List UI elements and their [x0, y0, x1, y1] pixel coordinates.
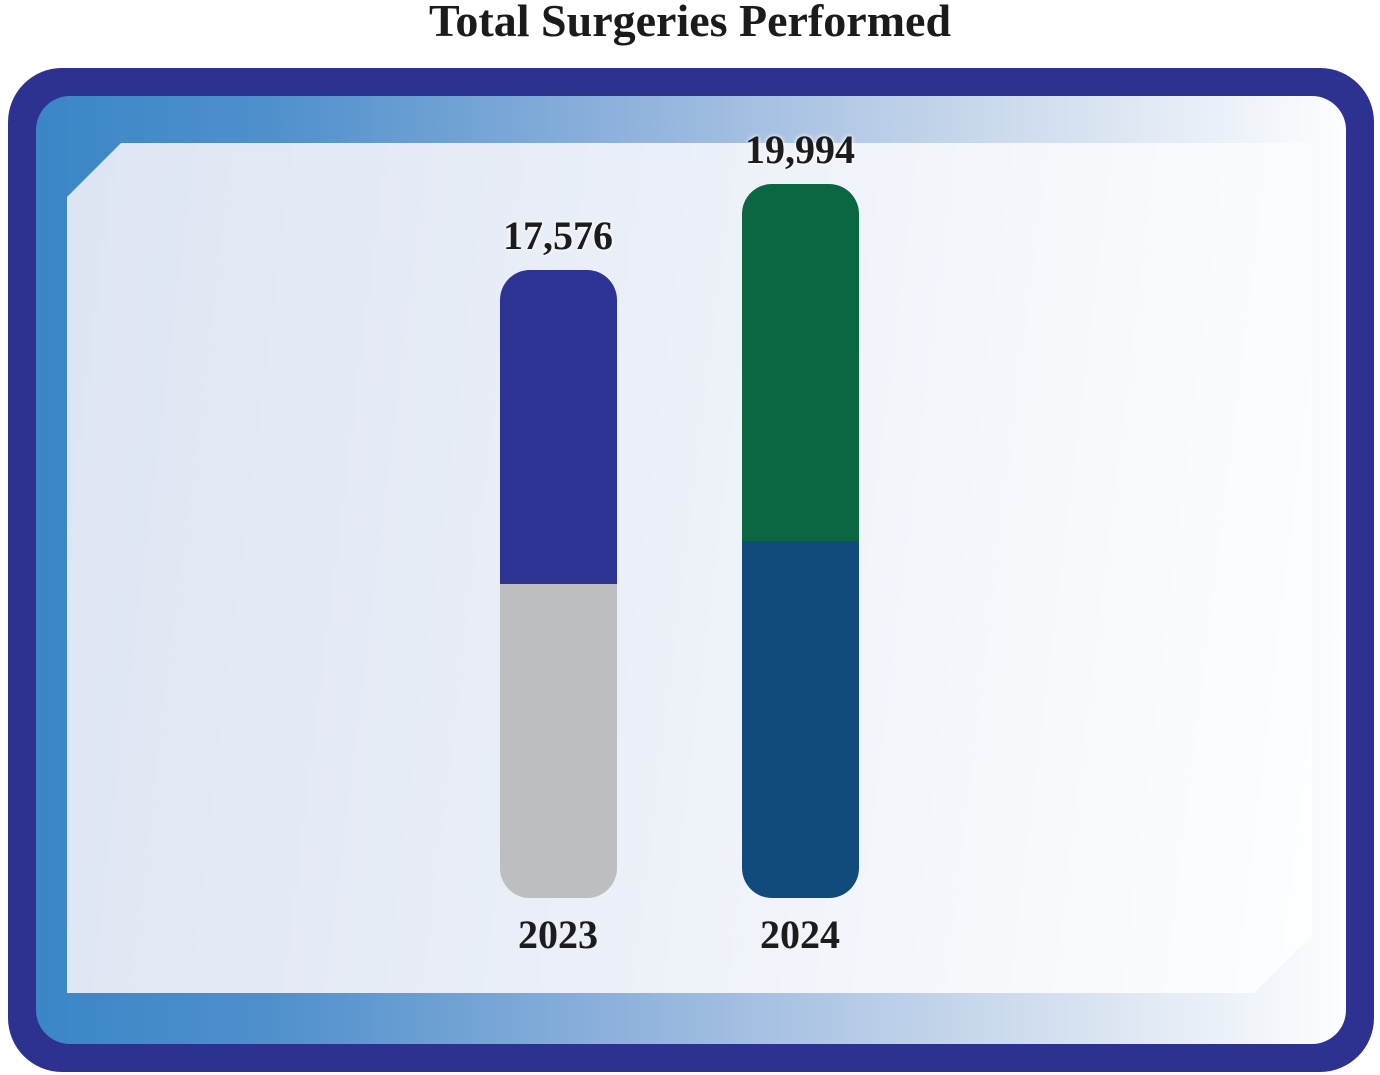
value-label-2024: 19,994: [745, 127, 855, 172]
value-label-2023: 17,576: [503, 213, 613, 258]
chart-title: Total Surgeries Performed: [428, 0, 952, 46]
bar-2024-bottom-segment: [742, 541, 859, 898]
year-label-2024: 2024: [760, 912, 840, 957]
bar-2023-bottom-segment: [500, 584, 617, 898]
bar-2024: [742, 184, 859, 898]
bar-2023-top-segment: [500, 270, 617, 584]
bar-2023: [500, 270, 617, 898]
year-label-2023: 2023: [518, 912, 598, 957]
bar-2024-top-segment: [742, 184, 859, 541]
chart-frame: [8, 68, 1374, 1072]
chart-panel: [67, 143, 1312, 993]
